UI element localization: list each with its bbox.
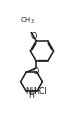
Text: O: O (30, 32, 37, 42)
Text: O: O (33, 67, 39, 76)
Text: CH$_3$: CH$_3$ (20, 16, 35, 26)
Text: NH: NH (26, 87, 37, 96)
Text: H: H (29, 91, 34, 100)
Text: HCl: HCl (33, 87, 47, 96)
